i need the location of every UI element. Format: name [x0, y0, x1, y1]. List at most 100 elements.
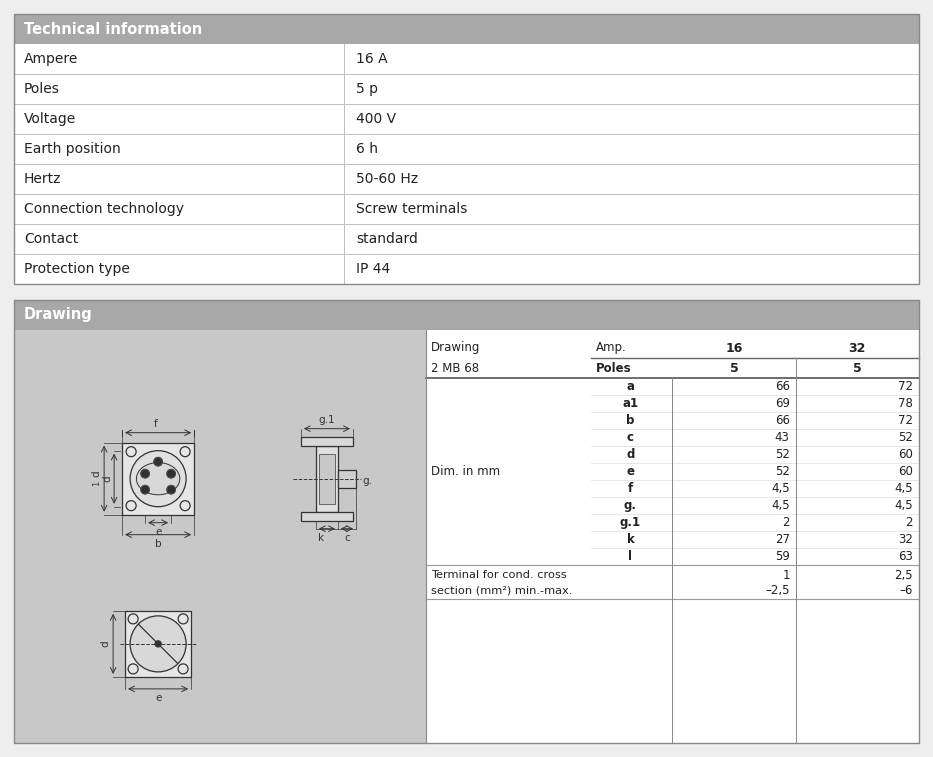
Bar [14, 330, 919, 743]
Text: 60: 60 [898, 448, 913, 461]
Text: Hertz: Hertz [24, 172, 62, 186]
Text: 4,5: 4,5 [771, 482, 789, 495]
Bar [14, 194, 919, 224]
Text: 2: 2 [906, 516, 913, 529]
Bar [14, 300, 919, 330]
Bar [14, 104, 919, 134]
Text: 4,5: 4,5 [895, 499, 913, 512]
Text: Drawing: Drawing [24, 307, 92, 322]
Text: g.: g. [362, 475, 372, 486]
Circle shape [141, 469, 149, 478]
Circle shape [180, 447, 190, 456]
Text: –2,5: –2,5 [765, 584, 789, 597]
Bar [425, 330, 919, 743]
Text: Terminal for cond. cross: Terminal for cond. cross [431, 570, 566, 580]
Bar [14, 14, 919, 284]
Circle shape [130, 450, 186, 506]
Text: 32: 32 [898, 533, 913, 546]
Bar [319, 453, 335, 503]
Text: g.1: g.1 [620, 516, 641, 529]
Text: Earth position: Earth position [24, 142, 120, 156]
Text: e: e [626, 465, 634, 478]
Text: Poles: Poles [24, 82, 60, 96]
Circle shape [155, 641, 161, 647]
Text: Ampere: Ampere [24, 52, 78, 66]
Text: standard: standard [356, 232, 418, 246]
Circle shape [180, 500, 190, 511]
Bar [14, 224, 919, 254]
Text: 72: 72 [898, 380, 913, 393]
Text: d: d [102, 475, 112, 482]
Text: –6: –6 [899, 584, 913, 597]
Circle shape [128, 614, 138, 624]
Text: 2 MB 68: 2 MB 68 [431, 362, 479, 375]
Text: d: d [91, 470, 101, 477]
Text: 69: 69 [774, 397, 789, 410]
Text: 50-60 Hz: 50-60 Hz [356, 172, 418, 186]
Text: b: b [626, 414, 634, 427]
Text: 72: 72 [898, 414, 913, 427]
Text: c: c [627, 431, 634, 444]
Text: 32: 32 [849, 341, 866, 354]
Circle shape [128, 664, 138, 674]
Text: Protection type: Protection type [24, 262, 130, 276]
Text: 78: 78 [898, 397, 913, 410]
Text: d: d [100, 640, 110, 647]
Text: 2,5: 2,5 [895, 569, 913, 581]
Text: 66: 66 [774, 414, 789, 427]
Text: Poles: Poles [596, 362, 632, 375]
Circle shape [178, 664, 188, 674]
Bar [338, 469, 356, 488]
Text: IP 44: IP 44 [356, 262, 391, 276]
Text: Screw terminals: Screw terminals [356, 202, 467, 216]
Text: 27: 27 [774, 533, 789, 546]
Text: 16: 16 [725, 341, 743, 354]
Text: f: f [154, 419, 158, 428]
Text: 400 V: 400 V [356, 112, 397, 126]
Bar [14, 74, 919, 104]
Text: 59: 59 [774, 550, 789, 563]
Text: a1: a1 [622, 397, 638, 410]
Bar [14, 134, 919, 164]
Circle shape [167, 469, 175, 478]
Text: 4,5: 4,5 [771, 499, 789, 512]
Text: d: d [626, 448, 634, 461]
Text: 5: 5 [730, 362, 738, 375]
Circle shape [126, 447, 136, 456]
Circle shape [126, 500, 136, 511]
Bar [125, 611, 191, 677]
Text: 1: 1 [92, 481, 101, 486]
Bar [14, 44, 919, 74]
Text: e: e [155, 693, 161, 703]
Text: c: c [344, 533, 350, 543]
Text: 5: 5 [853, 362, 862, 375]
Text: 63: 63 [898, 550, 913, 563]
Text: Voltage: Voltage [24, 112, 77, 126]
Text: k: k [318, 533, 325, 543]
Bar [301, 512, 353, 521]
Text: b: b [155, 539, 161, 549]
Text: Amp.: Amp. [596, 341, 627, 354]
Text: l: l [629, 550, 633, 563]
Text: f: f [628, 482, 634, 495]
Text: e: e [155, 527, 161, 537]
Text: Connection technology: Connection technology [24, 202, 184, 216]
Ellipse shape [136, 463, 180, 495]
Text: g.1: g.1 [319, 415, 335, 425]
Text: 16 A: 16 A [356, 52, 388, 66]
Circle shape [167, 485, 175, 494]
Text: 4,5: 4,5 [895, 482, 913, 495]
Circle shape [154, 457, 162, 466]
Bar [122, 443, 194, 515]
Text: 5 p: 5 p [356, 82, 378, 96]
Bar [14, 14, 919, 44]
Circle shape [130, 616, 186, 672]
Circle shape [178, 614, 188, 624]
Bar [316, 446, 338, 512]
Text: g.: g. [624, 499, 637, 512]
Bar [14, 164, 919, 194]
Text: Contact: Contact [24, 232, 78, 246]
Text: 52: 52 [898, 431, 913, 444]
Text: 1: 1 [782, 569, 789, 581]
Text: 43: 43 [774, 431, 789, 444]
